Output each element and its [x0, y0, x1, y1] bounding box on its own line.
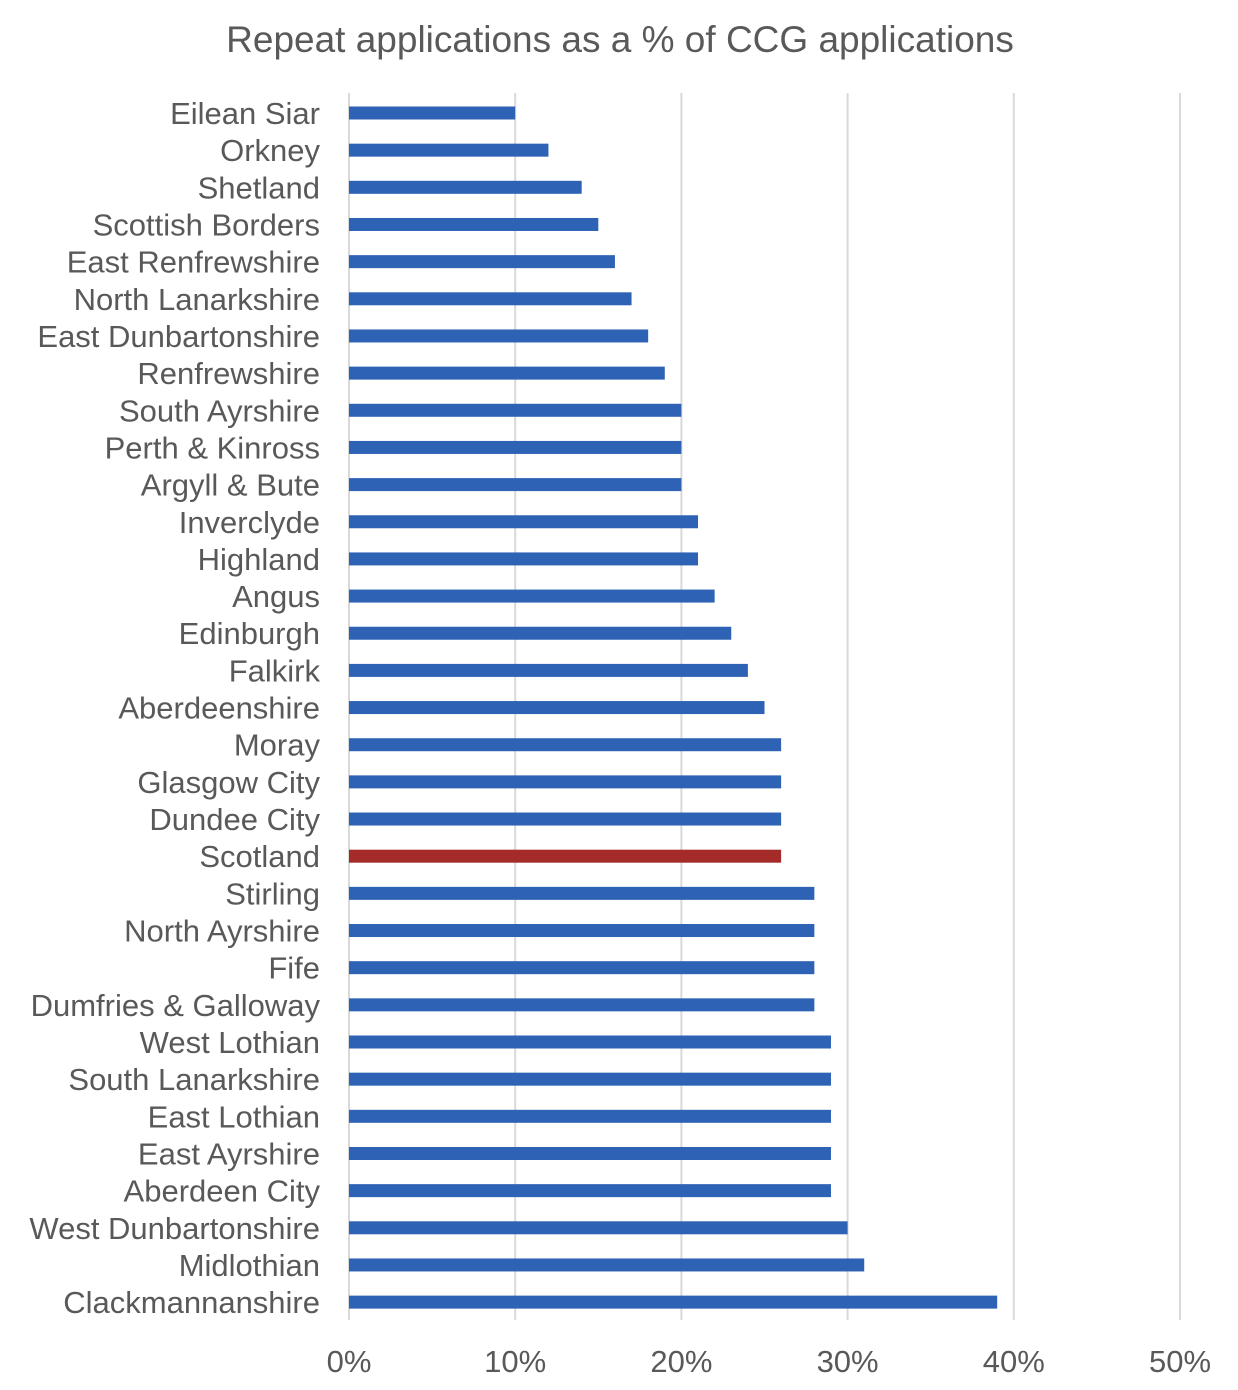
- category-label: Inverclyde: [179, 505, 320, 540]
- category-label: Clackmannanshire: [63, 1285, 320, 1320]
- bar: [349, 478, 682, 492]
- bar-highlight: [349, 849, 782, 863]
- chart-title: Repeat applications as a % of CCG applic…: [226, 19, 1014, 60]
- category-label: North Lanarkshire: [74, 282, 320, 317]
- x-axis-tick-labels: 0% 10% 20% 30% 40% 50%: [327, 1344, 1211, 1379]
- bar: [349, 255, 615, 269]
- bar: [349, 589, 715, 603]
- category-label: Glasgow City: [137, 765, 320, 800]
- bar: [349, 217, 599, 231]
- bar: [349, 1295, 998, 1309]
- category-label: Angus: [232, 579, 320, 614]
- bar: [349, 1221, 848, 1235]
- bar: [349, 961, 815, 975]
- category-label: Renfrewshire: [137, 356, 320, 391]
- bar: [349, 1072, 831, 1086]
- bar: [349, 701, 765, 715]
- category-label: Shetland: [198, 170, 320, 205]
- x-tick-label: 0%: [327, 1344, 372, 1379]
- category-label: East Renfrewshire: [67, 245, 320, 280]
- category-label: Scottish Borders: [93, 207, 320, 242]
- category-label: Orkney: [220, 133, 320, 168]
- category-label: Edinburgh: [179, 616, 320, 651]
- category-label: Scotland: [199, 839, 320, 874]
- bar: [349, 886, 815, 900]
- bar: [349, 998, 815, 1012]
- bar: [349, 775, 782, 789]
- category-label: Fife: [268, 951, 320, 986]
- x-tick-label: 40%: [983, 1344, 1045, 1379]
- bars: [349, 106, 998, 1309]
- bar: [349, 329, 649, 343]
- bar: [349, 552, 699, 566]
- category-label: Highland: [198, 542, 320, 577]
- bar: [349, 1258, 865, 1272]
- category-label: Aberdeen City: [124, 1174, 321, 1209]
- category-label: Argyll & Bute: [141, 468, 320, 503]
- category-label: Dumfries & Galloway: [31, 988, 321, 1023]
- category-label: Midlothian: [179, 1248, 320, 1283]
- category-label: East Lothian: [148, 1099, 320, 1134]
- category-label: North Ayrshire: [124, 914, 320, 949]
- category-label: Dundee City: [149, 802, 320, 837]
- category-label: South Ayrshire: [119, 393, 320, 428]
- bar: [349, 515, 699, 529]
- bar: [349, 626, 732, 640]
- bar: [349, 143, 549, 157]
- category-label: South Lanarkshire: [68, 1062, 320, 1097]
- bar: [349, 924, 815, 938]
- category-label: Aberdeenshire: [118, 691, 320, 726]
- bar: [349, 1109, 831, 1123]
- bar: [349, 738, 782, 752]
- bar: [349, 440, 682, 454]
- category-label: East Dunbartonshire: [37, 319, 320, 354]
- bar: [349, 1184, 831, 1198]
- x-tick-label: 10%: [484, 1344, 546, 1379]
- bar: [349, 366, 665, 380]
- category-label: West Dunbartonshire: [29, 1211, 320, 1246]
- category-label: Eilean Siar: [170, 96, 320, 131]
- x-tick-label: 50%: [1149, 1344, 1211, 1379]
- category-label: Falkirk: [229, 653, 321, 688]
- bar: [349, 812, 782, 826]
- x-tick-label: 20%: [650, 1344, 712, 1379]
- bar: [349, 1146, 831, 1160]
- category-label: Stirling: [225, 876, 320, 911]
- x-tick-label: 30%: [817, 1344, 879, 1379]
- bar: [349, 403, 682, 417]
- bar: [349, 292, 632, 306]
- bar: [349, 106, 516, 120]
- category-label: West Lothian: [140, 1025, 320, 1060]
- category-label: East Ayrshire: [138, 1136, 320, 1171]
- category-label: Perth & Kinross: [105, 430, 320, 465]
- category-label: Moray: [234, 728, 321, 763]
- bar: [349, 663, 748, 677]
- bar: [349, 180, 582, 194]
- bar: [349, 1035, 831, 1049]
